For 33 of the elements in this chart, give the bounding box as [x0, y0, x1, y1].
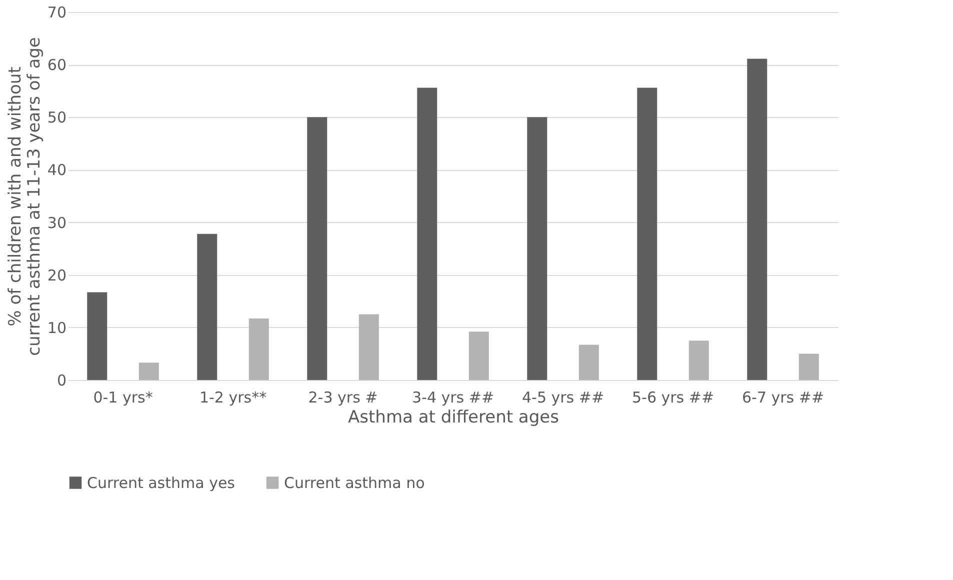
- bar: [688, 340, 709, 380]
- y-tick-label: 20: [47, 266, 66, 284]
- x-tick-label: 0-1 yrs*: [93, 388, 154, 406]
- bar: [138, 362, 159, 380]
- y-tick-label: 70: [47, 4, 66, 22]
- bar: [527, 117, 548, 380]
- y-axis-title: % of children with and without current asthma at 11-13 years of age: [5, 37, 44, 356]
- bar: [307, 117, 328, 380]
- bar: [197, 234, 218, 380]
- legend-label: Current asthma no: [284, 474, 425, 492]
- bar: [248, 318, 269, 380]
- bar: [798, 354, 819, 380]
- y-tick-label: 10: [47, 318, 66, 337]
- x-tick-label: 1-2 yrs**: [199, 388, 268, 406]
- legend-label: Current asthma yes: [87, 474, 236, 492]
- y-tick-label: 0: [56, 372, 66, 390]
- y-tick-label: 60: [47, 56, 66, 74]
- bar: [637, 88, 658, 380]
- x-tick-label: 2-3 yrs #: [308, 388, 378, 406]
- x-tick-label: 4-5 yrs ##: [522, 388, 604, 406]
- x-axis-title: Asthma at different ages: [348, 408, 560, 428]
- bar: [87, 292, 108, 380]
- x-tick-label: 3-4 yrs ##: [412, 388, 494, 406]
- bar: [417, 88, 438, 380]
- y-tick-label: 50: [47, 108, 66, 127]
- x-tick-label: 6-7 yrs ##: [742, 388, 824, 406]
- bar: [358, 314, 379, 380]
- bar: [747, 58, 768, 380]
- y-tick-label: 40: [47, 161, 66, 180]
- bar: [578, 344, 599, 380]
- bar: [468, 332, 489, 380]
- x-tick-label: 5-6 yrs ##: [632, 388, 714, 406]
- y-tick-label: 30: [47, 214, 66, 232]
